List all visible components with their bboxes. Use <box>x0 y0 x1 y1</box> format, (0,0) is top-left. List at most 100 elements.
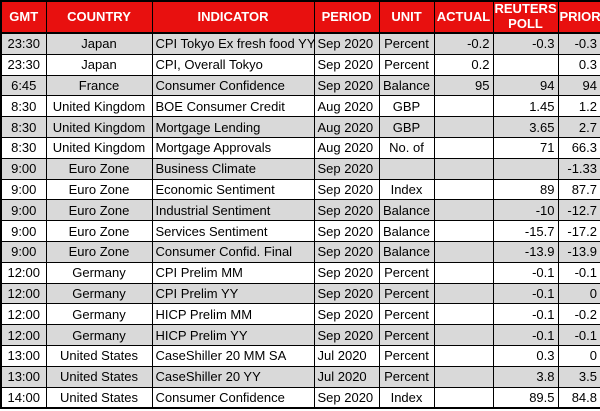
cell-indicator: CPI, Overall Tokyo <box>151 53 315 76</box>
cell-prior: 84.8 <box>557 386 600 409</box>
table-row: 8:30 United Kingdom Mortgage Approvals Aug … <box>0 136 600 159</box>
cell-prior: -0.3 <box>557 32 600 55</box>
cell-prior: -0.2 <box>557 303 600 326</box>
cell-reuters-poll: -15.7 <box>492 220 559 242</box>
cell-unit: Percent <box>378 32 435 55</box>
cell-unit: Percent <box>378 344 435 367</box>
cell-prior: -17.2 <box>557 220 600 242</box>
col-header-gmt: GMT <box>0 0 47 34</box>
table-row: 8:30 United Kingdom BOE Consumer Credit Aug… <box>0 95 600 118</box>
cell-prior: 3.5 <box>557 365 600 388</box>
cell-actual <box>433 157 494 180</box>
cell-indicator: Services Sentiment <box>151 220 315 242</box>
table-row: 9:00 Euro Zone Business Climate Sep 2020 -1.… <box>0 157 600 180</box>
cell-actual: 95 <box>433 74 494 97</box>
cell-actual <box>433 365 494 388</box>
table-row: 13:00 United States CaseShiller 20 YY Jul 2… <box>0 365 600 388</box>
cell-reuters-poll <box>492 53 559 76</box>
cell-prior: 0 <box>557 282 600 305</box>
cell-indicator: HICP Prelim MM <box>151 303 315 326</box>
cell-gmt: 12:00 <box>0 261 47 284</box>
cell-country: Japan <box>45 53 153 76</box>
cell-reuters-poll: 0.3 <box>492 344 559 367</box>
table-row: 6:45 France Consumer Confidence Sep 2020 Bal… <box>0 74 600 97</box>
header-row: GMT COUNTRY INDICATOR PERIOD UNIT ACTUAL… <box>0 0 600 34</box>
cell-period: Sep 2020 <box>313 303 380 326</box>
cell-country: United Kingdom <box>45 136 153 159</box>
cell-country: Euro Zone <box>45 157 153 180</box>
cell-unit: Balance <box>378 240 435 263</box>
cell-unit: Percent <box>378 282 435 305</box>
cell-gmt: 9:00 <box>0 157 47 180</box>
cell-unit: Percent <box>378 261 435 284</box>
cell-period: Sep 2020 <box>313 240 380 263</box>
cell-actual <box>433 178 494 201</box>
cell-unit: Percent <box>378 365 435 388</box>
cell-period: Sep 2020 <box>313 282 380 305</box>
cell-period: Sep 2020 <box>313 74 380 97</box>
cell-period: Sep 2020 <box>313 157 380 180</box>
cell-gmt: 12:00 <box>0 324 47 346</box>
cell-indicator: HICP Prelim YY <box>151 324 315 346</box>
col-header-prior: PRIOR <box>557 0 600 34</box>
cell-period: Aug 2020 <box>313 136 380 159</box>
cell-unit: Index <box>378 178 435 201</box>
col-header-reuters-poll: REUTERS POLL <box>492 0 559 34</box>
cell-period: Sep 2020 <box>313 220 380 242</box>
cell-reuters-poll: 71 <box>492 136 559 159</box>
cell-indicator: CaseShiller 20 MM SA <box>151 344 315 367</box>
cell-period: Sep 2020 <box>313 178 380 201</box>
cell-actual <box>433 136 494 159</box>
cell-indicator: CaseShiller 20 YY <box>151 365 315 388</box>
col-header-period: PERIOD <box>313 0 380 34</box>
table-row: 9:00 Euro Zone Economic Sentiment Sep 2020 I… <box>0 178 600 201</box>
cell-gmt: 9:00 <box>0 199 47 222</box>
cell-gmt: 12:00 <box>0 303 47 326</box>
cell-reuters-poll: 89.5 <box>492 386 559 409</box>
cell-actual <box>433 199 494 222</box>
table-row: 23:30 Japan CPI, Overall Tokyo Sep 2020 Perc… <box>0 53 600 76</box>
cell-reuters-poll: -0.1 <box>492 261 559 284</box>
cell-reuters-poll: -10 <box>492 199 559 222</box>
cell-gmt: 13:00 <box>0 344 47 367</box>
cell-unit: GBP <box>378 116 435 138</box>
cell-actual <box>433 261 494 284</box>
cell-gmt: 9:00 <box>0 220 47 242</box>
cell-country: United Kingdom <box>45 95 153 118</box>
cell-country: Euro Zone <box>45 240 153 263</box>
cell-period: Sep 2020 <box>313 32 380 55</box>
cell-period: Sep 2020 <box>313 261 380 284</box>
table-row: 8:30 United Kingdom Mortgage Lending Aug 20… <box>0 116 600 138</box>
cell-gmt: 9:00 <box>0 178 47 201</box>
table-row: 9:00 Euro Zone Consumer Confid. Final Sep 2… <box>0 240 600 263</box>
cell-actual <box>433 303 494 326</box>
cell-country: Germany <box>45 324 153 346</box>
cell-prior: -0.1 <box>557 261 600 284</box>
col-header-unit: UNIT <box>378 0 435 34</box>
cell-period: Sep 2020 <box>313 199 380 222</box>
cell-prior: 87.7 <box>557 178 600 201</box>
cell-prior: 2.7 <box>557 116 600 138</box>
cell-unit: Balance <box>378 74 435 97</box>
cell-country: Japan <box>45 32 153 55</box>
table-row: 13:00 United States CaseShiller 20 MM SA Ju… <box>0 344 600 367</box>
cell-unit: Balance <box>378 220 435 242</box>
cell-country: Euro Zone <box>45 178 153 201</box>
cell-reuters-poll: 89 <box>492 178 559 201</box>
cell-gmt: 9:00 <box>0 240 47 263</box>
cell-reuters-poll: 3.8 <box>492 365 559 388</box>
cell-reuters-poll: -0.3 <box>492 32 559 55</box>
cell-gmt: 23:30 <box>0 53 47 76</box>
cell-gmt: 12:00 <box>0 282 47 305</box>
cell-country: Euro Zone <box>45 220 153 242</box>
cell-actual <box>433 240 494 263</box>
table-row: 12:00 Germany HICP Prelim MM Sep 2020 Percen… <box>0 303 600 326</box>
cell-reuters-poll: -0.1 <box>492 303 559 326</box>
cell-reuters-poll: 94 <box>492 74 559 97</box>
cell-period: Jul 2020 <box>313 365 380 388</box>
cell-actual <box>433 220 494 242</box>
cell-period: Aug 2020 <box>313 116 380 138</box>
cell-country: France <box>45 74 153 97</box>
cell-indicator: Business Climate <box>151 157 315 180</box>
